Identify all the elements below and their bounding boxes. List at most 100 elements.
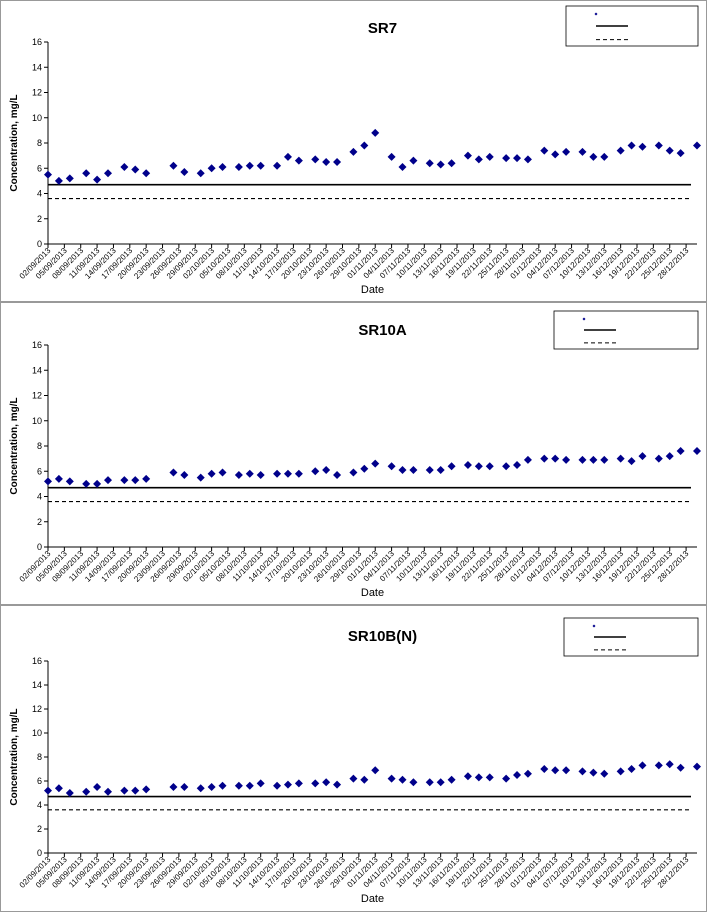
data-point — [693, 447, 701, 456]
y-tick-label: 12 — [32, 391, 42, 401]
data-point — [398, 465, 407, 474]
data-point — [562, 455, 571, 464]
data-point — [463, 151, 472, 160]
data-point — [654, 761, 663, 770]
data-point — [513, 771, 522, 779]
x-axis-label: Date — [361, 893, 384, 905]
data-point — [180, 783, 189, 791]
y-tick-label: 4 — [37, 492, 42, 502]
y-tick-label: 10 — [32, 728, 42, 738]
data-point — [371, 459, 380, 468]
data-point — [333, 471, 342, 480]
x-axis-label: Date — [361, 587, 384, 599]
data-point — [540, 146, 549, 155]
legend-marker — [592, 624, 596, 628]
y-tick-label: 0 — [37, 239, 42, 249]
data-point — [256, 161, 265, 170]
y-tick-label: 10 — [32, 113, 42, 123]
data-point — [65, 174, 74, 183]
y-tick-label: 16 — [32, 340, 42, 350]
data-point — [398, 775, 407, 784]
data-point — [44, 477, 52, 486]
data-point — [387, 152, 396, 161]
y-tick-label: 0 — [37, 542, 42, 552]
y-tick-label: 0 — [37, 848, 42, 858]
data-point — [218, 162, 227, 171]
data-point — [234, 471, 243, 480]
data-point — [245, 161, 254, 170]
data-point — [294, 779, 303, 788]
data-point — [120, 162, 129, 171]
data-point — [349, 468, 358, 477]
y-tick-label: 2 — [37, 214, 42, 224]
data-point — [103, 787, 112, 796]
data-point — [371, 128, 380, 137]
data-point — [82, 787, 91, 796]
data-point — [93, 479, 102, 488]
data-point — [93, 783, 102, 791]
data-point — [322, 157, 331, 166]
data-point — [474, 773, 483, 782]
data-point — [44, 786, 52, 795]
data-point — [322, 465, 331, 474]
data-point — [638, 142, 647, 151]
y-tick-label: 12 — [32, 704, 42, 714]
data-point — [349, 774, 358, 783]
data-point — [502, 774, 511, 783]
data-point — [93, 175, 102, 184]
data-point — [311, 467, 320, 476]
data-point — [513, 460, 522, 469]
data-point — [82, 479, 91, 488]
data-point — [665, 760, 674, 769]
data-point — [311, 779, 320, 788]
data-point — [322, 778, 331, 787]
y-axis-label: Concentration, mg/L — [9, 708, 20, 805]
y-tick-label: 6 — [37, 163, 42, 173]
data-point — [463, 460, 472, 469]
data-point — [409, 465, 418, 474]
data-point — [65, 477, 74, 486]
data-point — [600, 769, 609, 778]
legend-box — [563, 617, 699, 657]
data-point — [425, 465, 434, 474]
x-axis-label: Date — [361, 284, 384, 296]
data-point — [196, 473, 205, 482]
data-point — [616, 454, 625, 463]
data-point — [447, 775, 456, 784]
data-point — [551, 766, 560, 775]
legend-box — [553, 310, 699, 350]
data-point — [131, 165, 140, 174]
chart-sr10bn: SR10B(N) Concentration, mg/L 0 2 4 6 8 10 12 14 16… — [9, 617, 701, 905]
data-point — [360, 775, 369, 784]
data-point — [409, 156, 418, 165]
y-axis-label: Concentration, mg/L — [9, 94, 20, 191]
data-point — [425, 778, 434, 787]
data-point — [638, 452, 647, 461]
data-point — [676, 447, 685, 456]
y-tick-label: 4 — [37, 189, 42, 199]
legend — [553, 310, 699, 350]
data-point — [245, 469, 254, 478]
data-point — [333, 157, 342, 166]
data-point — [120, 786, 129, 795]
data-point — [665, 146, 674, 155]
data-point — [283, 152, 292, 161]
y-axis-label: Concentration, mg/L — [9, 397, 20, 494]
data-point — [196, 169, 205, 178]
data-point — [360, 464, 369, 473]
data-point — [387, 462, 396, 471]
data-point — [616, 146, 625, 155]
data-point — [540, 765, 549, 773]
data-point — [218, 468, 227, 477]
data-point — [142, 169, 151, 178]
data-point — [103, 169, 112, 178]
data-point — [169, 468, 178, 477]
data-point — [207, 783, 216, 791]
data-point — [578, 767, 587, 776]
data-point — [693, 141, 701, 150]
data-point — [409, 778, 418, 787]
data-point — [600, 455, 609, 464]
data-point — [654, 454, 663, 463]
data-point — [578, 455, 587, 464]
